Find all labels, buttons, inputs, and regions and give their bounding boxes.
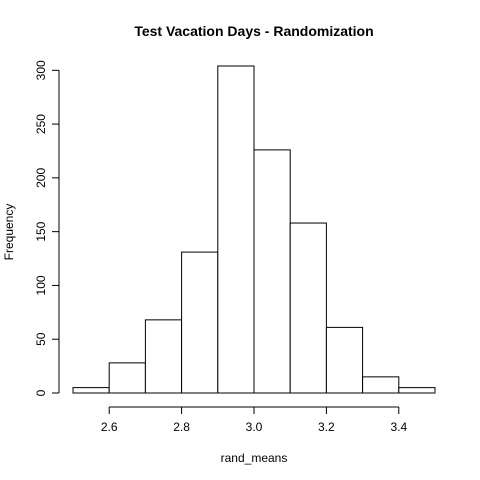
x-tick-label: 3.2 — [318, 420, 335, 434]
histogram-bar — [72, 387, 110, 394]
y-tick-label: 200 — [34, 168, 48, 188]
chart-title: Test Vacation Days - Randomization — [134, 23, 373, 39]
x-axis-label: rand_means — [221, 451, 288, 465]
x-tick-label: 2.6 — [101, 420, 118, 434]
y-tick-label: 50 — [34, 332, 48, 346]
y-tick-label: 250 — [34, 114, 48, 134]
x-tick-label: 3.0 — [246, 420, 263, 434]
y-tick-label: 150 — [34, 221, 48, 241]
y-tick-label: 100 — [34, 275, 48, 295]
histogram-bar — [253, 149, 291, 394]
histogram-bar — [217, 65, 255, 394]
histogram-bar — [181, 251, 219, 394]
histogram-bar — [362, 376, 400, 394]
histogram-bar — [144, 319, 183, 394]
x-tick-label: 2.8 — [173, 420, 190, 434]
y-tick-label: 0 — [34, 389, 48, 396]
y-tick-label: 300 — [34, 60, 48, 80]
x-axis: 2.6 2.8 3.0 3.2 3.4 — [101, 406, 407, 434]
histogram-bar — [325, 326, 364, 394]
histogram-bar — [289, 222, 327, 394]
histogram-bar — [108, 362, 146, 394]
bars-group — [72, 65, 436, 394]
y-axis-label: Frequency — [2, 204, 16, 261]
y-axis: 0 50 100 150 200 250 300 — [34, 60, 60, 396]
histogram-bar — [398, 387, 436, 394]
x-tick-label: 3.4 — [390, 420, 407, 434]
